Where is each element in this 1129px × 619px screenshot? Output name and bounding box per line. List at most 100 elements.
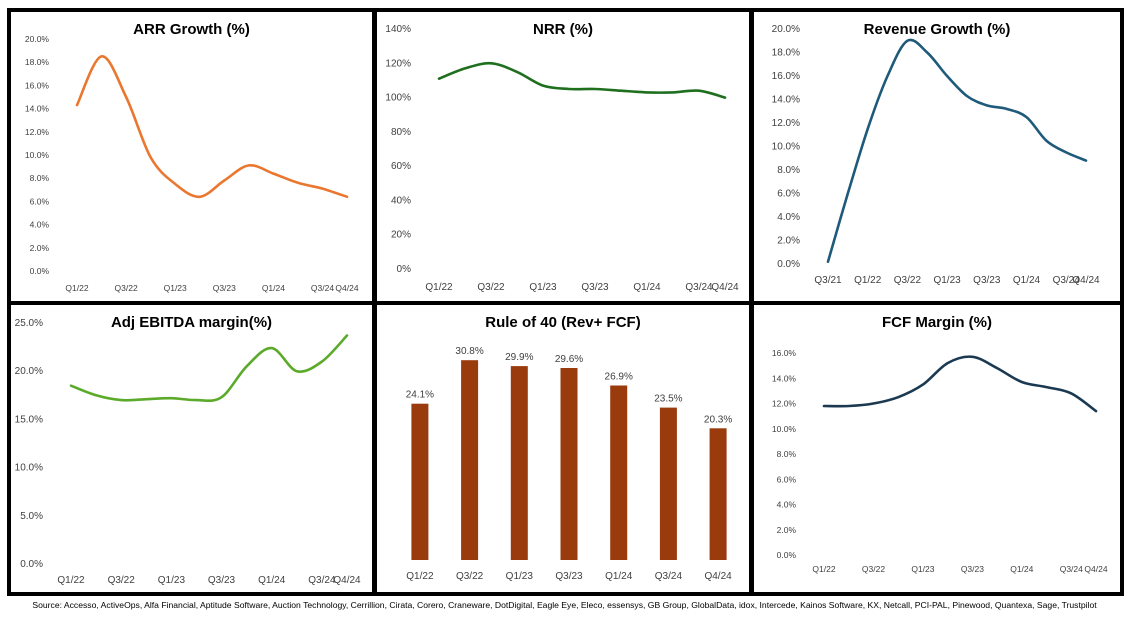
rule40-svg: Rule of 40 (Rev+ FCF) 24.1% Q1/22 30.8% Q3/2… [406, 314, 733, 582]
y-tick-label: 12.0% [772, 118, 800, 129]
y-tick-label: 140% [385, 24, 411, 35]
data-label: 30.8% [455, 346, 483, 357]
y-tick-label: 40% [391, 195, 411, 206]
data-label: 24.1% [406, 390, 434, 401]
y-tick-label: 2.0% [777, 236, 800, 247]
x-tick-label: Q3/23 [973, 275, 1001, 286]
y-tick-label: 5.0% [20, 511, 43, 522]
y-tick-label: 60% [391, 161, 411, 172]
rev-series-line [826, 38, 1088, 263]
bar-Q1/24 [610, 385, 628, 560]
y-tick-label: 15.0% [15, 414, 43, 425]
y-tick-label: 14.0% [25, 104, 50, 114]
x-tick-label: Q3/23 [581, 282, 609, 293]
x-tick-label: Q1/22 [65, 283, 88, 293]
x-tick-label: Q4/24 [1084, 564, 1107, 574]
y-tick-label: 14.0% [772, 373, 797, 383]
x-tick-label: Q3/23 [213, 283, 236, 293]
y-tick-label: 4.0% [777, 212, 800, 223]
nrr-svg: NRR (%) 0% 20% 40% 60% 80% 100% 120% 140% Q1/22 Q3… [385, 21, 739, 293]
x-tick-label: Q3/24 [311, 283, 334, 293]
y-tick-label: 4.0% [30, 220, 50, 230]
x-tick-label: Q3/21 [814, 275, 842, 286]
x-tick-label: Q3/22 [894, 275, 922, 286]
x-tick-label: Q1/23 [158, 575, 186, 586]
y-tick-label: 20% [391, 230, 411, 241]
y-tick-label: 8.0% [777, 165, 800, 176]
x-tick-label: Q3/24 [1053, 275, 1081, 286]
y-tick-label: 10.0% [772, 142, 800, 153]
y-tick-label: 16.0% [772, 71, 800, 82]
y-tick-label: 100% [385, 93, 411, 104]
y-tick-label: 16.0% [25, 80, 50, 90]
chart-title: ARR Growth (%) [133, 21, 250, 38]
chart-title: Adj EBITDA margin(%) [111, 314, 272, 331]
y-tick-label: 2.0% [30, 243, 50, 253]
bar-Q3/22 [461, 360, 479, 560]
x-tick-label: Q1/22 [854, 275, 882, 286]
x-tick-label: Q4/24 [333, 575, 361, 586]
y-tick-label: 10.0% [772, 424, 797, 434]
fcf-svg: FCF Margin (%) 0.0% 2.0% 4.0% 6.0% 8.0% 10.0% 1… [772, 314, 1108, 574]
rev-svg: Revenue Growth (%) 0.0% 2.0% 4.0% 6.0% 8.0% 10… [772, 21, 1100, 286]
y-tick-label: 20.0% [15, 366, 43, 377]
y-tick-label: 0.0% [30, 266, 50, 276]
x-tick-label: Q1/22 [406, 571, 434, 582]
bar-Q3/24 [659, 407, 677, 560]
fcf-series-line [822, 355, 1098, 413]
chart-title: Rule of 40 (Rev+ FCF) [485, 314, 640, 331]
data-label: 29.9% [505, 352, 533, 363]
x-tick-label: Q3/23 [208, 575, 236, 586]
revenue-growth-chart: Revenue Growth (%) 0.0% 2.0% 4.0% 6.0% 8.0% 10… [754, 12, 1120, 301]
y-tick-label: 14.0% [772, 95, 800, 106]
x-tick-label: Q1/23 [506, 571, 534, 582]
x-tick-label: Q1/23 [529, 282, 557, 293]
y-tick-label: 20.0% [772, 24, 800, 35]
source-note: Source: Accesso, ActiveOps, Alfa Financi… [32, 600, 1097, 610]
chart-title: FCF Margin (%) [882, 314, 992, 331]
y-tick-label: 120% [385, 58, 411, 69]
x-tick-label: Q4/24 [711, 282, 739, 293]
y-tick-label: 0.0% [777, 550, 797, 560]
y-tick-label: 10.0% [15, 463, 43, 474]
x-tick-label: Q3/22 [477, 282, 505, 293]
y-tick-label: 12.0% [772, 399, 797, 409]
x-tick-label: Q1/22 [425, 282, 453, 293]
data-label: 29.6% [555, 354, 583, 365]
x-tick-label: Q3/23 [555, 571, 583, 582]
y-tick-label: 80% [391, 127, 411, 138]
y-tick-label: 8.0% [777, 449, 797, 459]
x-tick-label: Q3/22 [862, 564, 885, 574]
y-tick-label: 18.0% [25, 57, 50, 67]
chart-title: Revenue Growth (%) [864, 21, 1011, 38]
x-tick-label: Q4/24 [335, 283, 358, 293]
ebitda-series-line [69, 334, 349, 403]
x-tick-label: Q3/22 [115, 283, 138, 293]
arr-svg: ARR Growth (%) 0.0% 2.0% 4.0% 6.0% 8.0% 10.0% 1… [25, 21, 359, 293]
x-tick-label: Q3/23 [961, 564, 984, 574]
y-tick-label: 25.0% [15, 318, 43, 329]
y-tick-label: 0% [397, 264, 412, 275]
rule-of-40-chart: Rule of 40 (Rev+ FCF) 24.1% Q1/22 30.8% Q3/2… [377, 305, 749, 592]
x-tick-label: Q3/24 [685, 282, 713, 293]
arr-growth-chart: ARR Growth (%) 0.0% 2.0% 4.0% 6.0% 8.0% 10.0% 1… [11, 12, 372, 301]
x-tick-label: Q4/24 [704, 571, 732, 582]
x-tick-label: Q1/24 [262, 283, 285, 293]
x-tick-label: Q1/24 [1013, 275, 1041, 286]
x-tick-label: Q3/24 [308, 575, 336, 586]
y-tick-label: 0.0% [777, 259, 800, 270]
y-tick-label: 6.0% [30, 196, 50, 206]
y-tick-label: 16.0% [772, 348, 797, 358]
x-tick-label: Q4/24 [1072, 275, 1100, 286]
x-tick-label: Q1/24 [1010, 564, 1033, 574]
data-label: 26.9% [605, 372, 633, 383]
y-tick-label: 4.0% [777, 500, 797, 510]
y-tick-label: 2.0% [777, 525, 797, 535]
bar-Q1/23 [510, 366, 528, 560]
adj-ebitda-margin-chart: Adj EBITDA margin(%) 0.0% 5.0% 10.0% 15.0% 20… [11, 305, 372, 592]
x-tick-label: Q1/24 [258, 575, 286, 586]
arr-series-line [75, 55, 349, 199]
data-label: 23.5% [654, 394, 682, 405]
y-tick-label: 6.0% [777, 189, 800, 200]
x-tick-label: Q1/22 [57, 575, 85, 586]
